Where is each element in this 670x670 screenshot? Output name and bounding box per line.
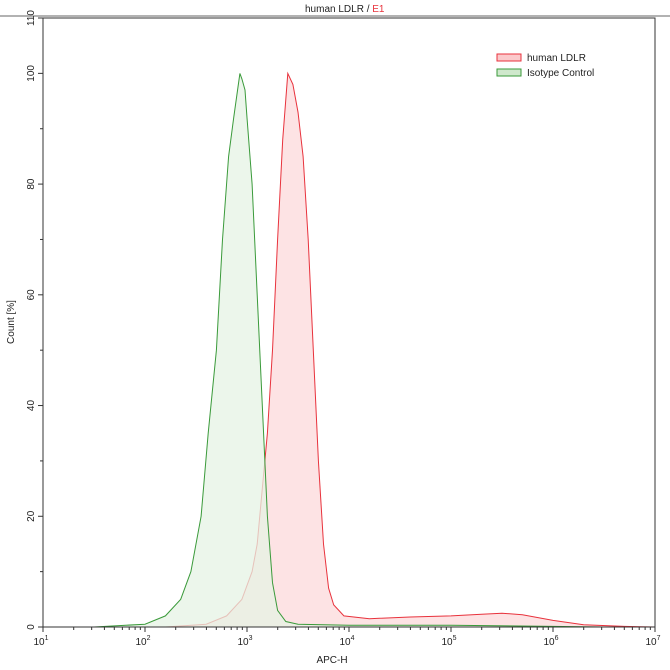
series-line-isotype-control xyxy=(93,73,605,628)
x-tick-label: 104 xyxy=(339,635,354,648)
x-tick-label: 103 xyxy=(237,635,252,648)
series-fill-human-ldlr xyxy=(165,73,655,627)
x-tick-label: 105 xyxy=(441,635,456,648)
y-tick-label: 0 xyxy=(26,624,37,630)
legend-label-human-ldlr: human LDLR xyxy=(527,53,586,64)
y-tick-label: 110 xyxy=(26,10,37,26)
chart-title: human LDLR / E1 xyxy=(305,4,385,15)
y-tick-label: 80 xyxy=(26,178,37,190)
x-tick-label: 101 xyxy=(33,635,48,648)
series-fill-isotype-control xyxy=(94,73,604,627)
legend-swatch-human-ldlr xyxy=(496,53,522,62)
y-tick-label: 20 xyxy=(26,510,37,522)
x-tick-label: 106 xyxy=(543,635,558,648)
x-axis-label: APC-H xyxy=(316,655,347,666)
y-tick-label: 40 xyxy=(26,400,37,412)
y-tick-label: 100 xyxy=(26,65,37,82)
legend-swatch-isotype-control xyxy=(496,68,522,77)
x-tick-label: 102 xyxy=(135,635,150,648)
x-tick-label: 107 xyxy=(645,635,660,648)
y-axis-label: Count [%] xyxy=(6,300,17,344)
y-tick-label: 60 xyxy=(26,289,37,301)
legend: human LDLR Isotype Control xyxy=(496,53,594,79)
plot-frame xyxy=(42,17,656,628)
legend-label-isotype-control: Isotype Control xyxy=(527,68,594,79)
